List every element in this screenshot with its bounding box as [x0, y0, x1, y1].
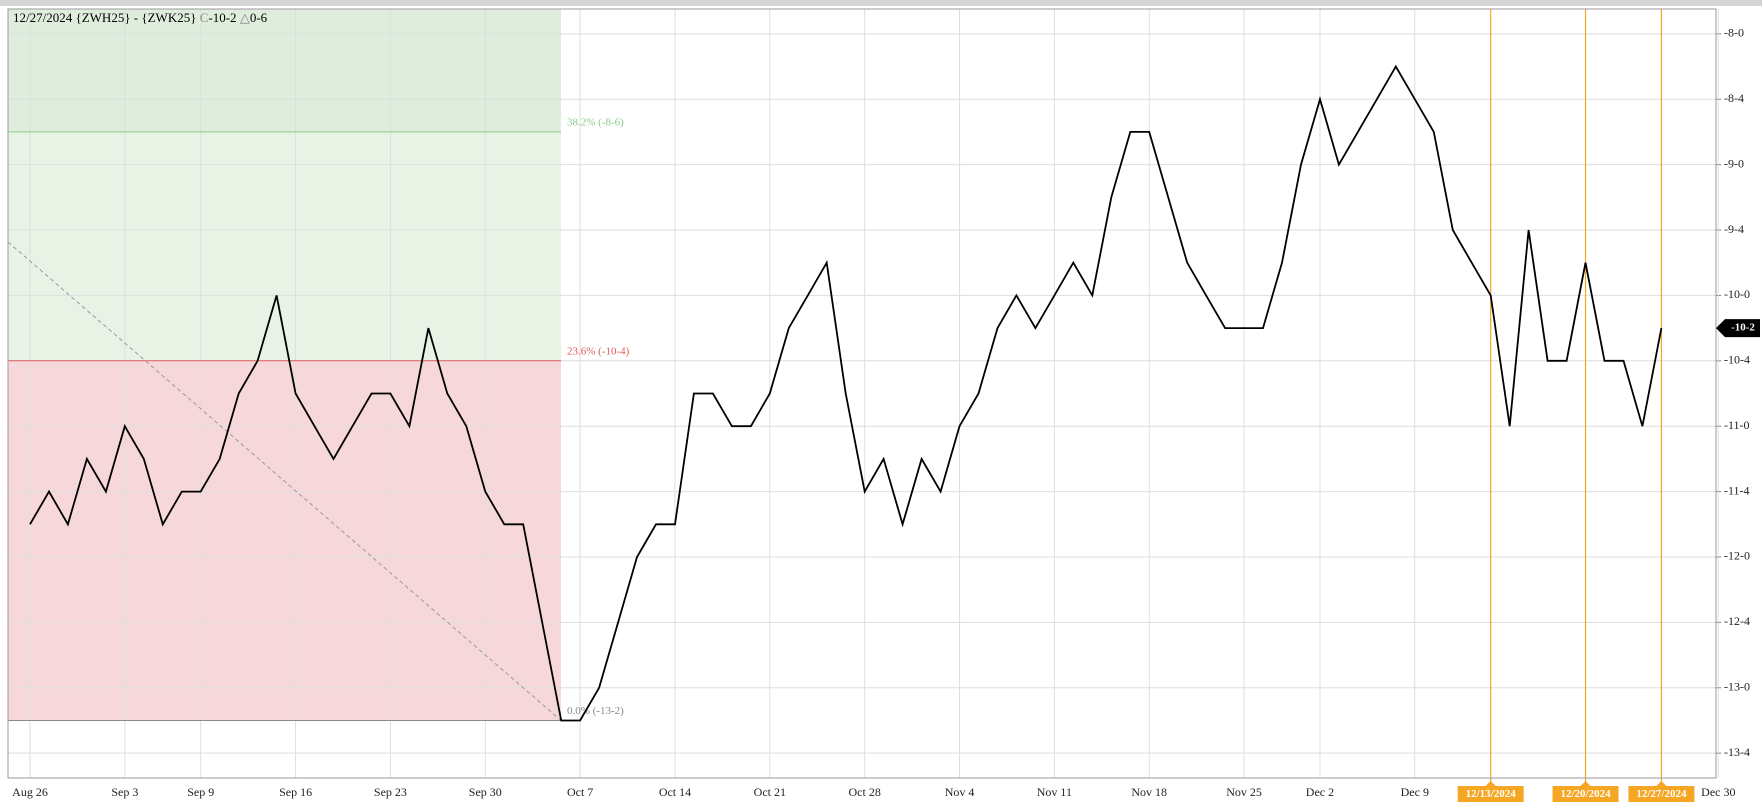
marker-label: 12/13/2024	[1466, 788, 1517, 800]
trend-line	[7, 241, 562, 721]
y-tick-label: -13-4	[1724, 745, 1750, 759]
x-tick-label: Sep 9	[187, 785, 214, 799]
x-tick-label: Aug 26	[12, 785, 48, 799]
x-tick-label: Oct 7	[567, 785, 593, 799]
fib-zone-lower	[8, 360, 561, 721]
y-tick-label: -12-4	[1724, 614, 1750, 628]
close-value: -10-2	[208, 10, 236, 25]
marker-label: 12/27/2024	[1636, 788, 1687, 800]
x-tick-label: Sep 23	[374, 785, 407, 799]
x-tick-label: Sep 30	[469, 785, 502, 799]
y-tick-label: -10-4	[1724, 353, 1750, 367]
marker-tag: 12/27/2024	[1628, 781, 1695, 802]
last-value-tag	[1716, 319, 1760, 338]
x-tick-label: Dec 2	[1306, 785, 1334, 799]
x-tick-label: Dec 30	[1701, 785, 1735, 799]
x-tick-label: Oct 14	[659, 785, 691, 799]
x-tick-label: Sep 3	[111, 785, 138, 799]
y-tick-label: -13-0	[1724, 680, 1750, 694]
marker-tag: 12/20/2024	[1552, 781, 1619, 802]
x-tick-label: Nov 4	[945, 785, 975, 799]
y-tick-label: -8-0	[1724, 26, 1744, 40]
y-tick-label: -12-0	[1724, 549, 1750, 563]
x-tick-label: Nov 18	[1131, 785, 1167, 799]
chart-layer: -8-0 -8-4 -9-0 -9-4 -10-0 -10-4 -11-0 -11-4 -12-…	[7, 8, 1760, 802]
x-tick-label: Oct 21	[754, 785, 786, 799]
x-tick-label: Dec 9	[1401, 785, 1429, 799]
y-tick-label: -10-0	[1724, 287, 1750, 301]
y-tick-label: -11-0	[1724, 418, 1750, 432]
last-value-label: -10-2	[1731, 322, 1755, 334]
marker-label: 12/20/2024	[1560, 788, 1611, 800]
fib-label: 23.6% (-10-4)	[567, 345, 630, 357]
y-tick-label: -8-4	[1724, 91, 1744, 105]
x-tick-label: Sep 16	[279, 785, 312, 799]
change-value: 0-6	[250, 10, 268, 25]
title-text: 12/27/2024 {ZWH25} - {ZWK25}	[13, 10, 196, 25]
fib-label: 0.0% (-13-2)	[567, 705, 624, 717]
fib-label: 38.2% (-8-6)	[567, 116, 624, 128]
marker-tag-box	[1552, 781, 1619, 802]
marker-tag: 12/13/2024	[1457, 781, 1524, 802]
y-tick-label: -11-4	[1724, 483, 1750, 497]
marker-tag-box	[1628, 781, 1695, 802]
change-label: △	[240, 10, 250, 25]
x-tick-label: Nov 25	[1226, 785, 1262, 799]
fib-zone-upper	[8, 9, 561, 132]
x-tick-label: Nov 11	[1037, 785, 1072, 799]
y-tick-label: -9-4	[1724, 222, 1744, 236]
fib-zone-middle	[8, 131, 561, 361]
marker-tag-box	[1457, 781, 1524, 802]
x-tick-label: Oct 28	[849, 785, 881, 799]
plot-frame	[7, 8, 1717, 779]
data-line	[29, 64, 1663, 722]
close-label: C	[200, 10, 209, 25]
y-tick-label: -9-0	[1724, 156, 1744, 170]
chart-title: 12/27/2024 {ZWH25} - {ZWK25} C-10-2 △0-6	[13, 10, 268, 25]
